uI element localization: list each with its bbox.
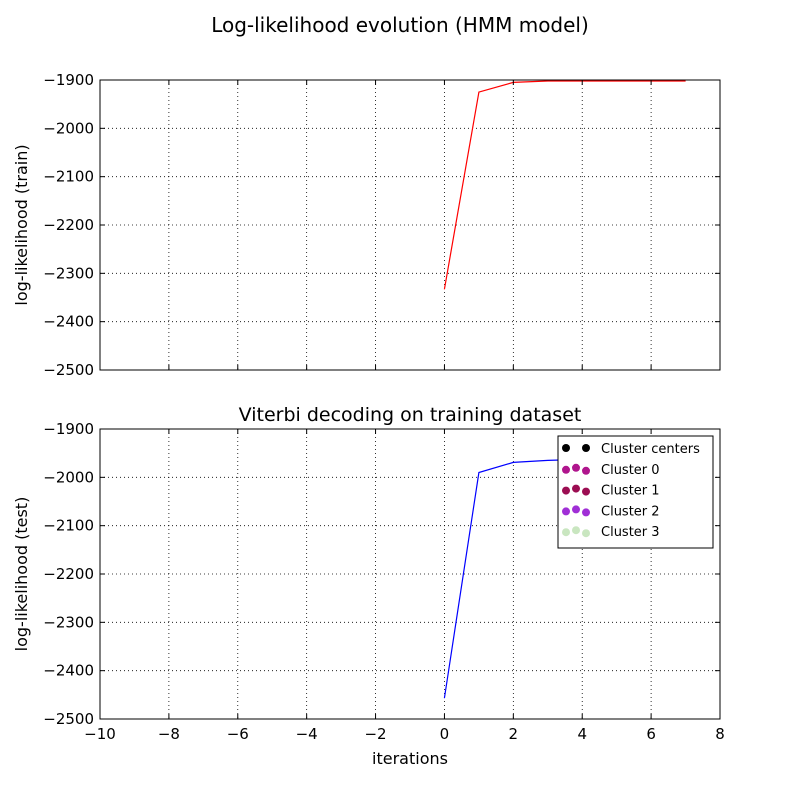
train-panel: log-likelihood (train) −1900 −2000 −2100 −2… [12, 71, 721, 379]
test-ytick-label: −2500 [43, 710, 94, 728]
train-series-line [443, 80, 686, 290]
legend-entry-label: Cluster 0 [601, 463, 660, 478]
legend-marker [572, 526, 580, 535]
legend-marker [582, 508, 590, 517]
legend-marker [582, 487, 590, 496]
test-ytick-label: −2300 [43, 613, 94, 631]
test-xtick-label: 2 [509, 725, 519, 743]
figure-title: Log-likelihood evolution (HMM model) [211, 13, 589, 37]
train-ytick-label: −2000 [43, 119, 94, 137]
test-xtick-label: −10 [84, 725, 116, 743]
train-ytick-label: −2500 [43, 361, 94, 379]
train-ytick-label: −2200 [43, 216, 94, 234]
legend-marker [562, 465, 570, 474]
test-xtick-label: 4 [577, 725, 587, 743]
legend-entry-label: Cluster 1 [601, 484, 660, 499]
train-ytick-label: −2400 [43, 313, 94, 331]
test-ylabel: log-likelihood (test) [12, 497, 31, 652]
test-panel-title: Viterbi decoding on training dataset [239, 404, 582, 426]
test-xtick-label: −2 [364, 725, 386, 743]
legend-marker [562, 486, 570, 495]
test-ytick-label: −2000 [43, 468, 94, 486]
legend-marker [582, 466, 590, 475]
legend-entry-label: Cluster 2 [601, 504, 660, 519]
legend-marker [572, 505, 580, 514]
test-xtick-label: −8 [158, 725, 180, 743]
train-ytick-label: −1900 [43, 71, 94, 89]
train-ytick-label: −2100 [43, 168, 94, 186]
test-ytick-label: −2400 [43, 662, 94, 680]
test-xtick-label: 8 [715, 725, 725, 743]
legend-entry-label: Cluster centers [601, 442, 700, 457]
legend-marker [572, 463, 580, 472]
legend-marker [562, 528, 570, 537]
train-ylabel: log-likelihood (train) [12, 144, 31, 305]
legend-marker [582, 529, 590, 538]
legend-entry-label: Cluster 3 [601, 525, 660, 540]
test-xtick-label: −4 [296, 725, 318, 743]
legend-marker [572, 484, 580, 493]
test-ytick-label: −2200 [43, 565, 94, 583]
test-xlabel: iterations [372, 749, 448, 768]
legend-marker [562, 444, 570, 452]
test-panel: Viterbi decoding on training dataset log… [12, 404, 725, 768]
test-ytick-label: −2100 [43, 517, 94, 535]
test-xtick-label: 6 [646, 725, 656, 743]
test-ytick-label: −1900 [43, 420, 94, 438]
legend-marker [582, 444, 590, 452]
legend: Cluster centers Cluster 0 Cluster 1 Cluster… [557, 435, 714, 549]
legend-marker [562, 507, 570, 516]
train-ytick-label: −2300 [43, 264, 94, 282]
test-xtick-label: −6 [227, 725, 249, 743]
test-xtick-label: 0 [440, 725, 450, 743]
